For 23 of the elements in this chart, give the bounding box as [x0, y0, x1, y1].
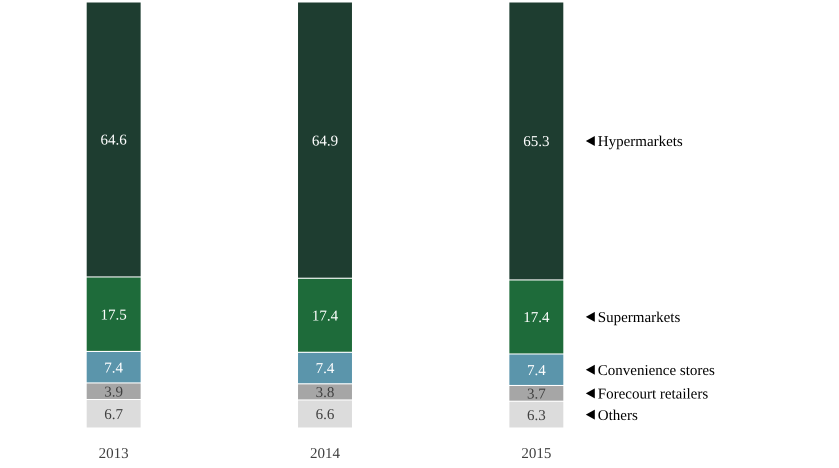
text: Convenience stores [598, 362, 716, 379]
data-label: 3.9 [104, 384, 124, 400]
data-label: 6.3 [526, 408, 546, 424]
data-label: 3.8 [316, 385, 334, 402]
x-tick-label: 2013 [98, 446, 129, 462]
data-label: 7.4 [526, 362, 546, 379]
x-tick-label: 2014 [310, 446, 340, 462]
data-label: 17.5 [100, 307, 127, 324]
text: Forecourt retailers [598, 386, 708, 403]
data-label: 3.7 [526, 386, 546, 403]
text: Hypermarkets [598, 134, 683, 150]
data-label: 65.3 [523, 134, 550, 150]
data-label: 17.4 [523, 310, 550, 326]
data-label: 7.4 [316, 361, 335, 378]
text: Others [598, 408, 638, 424]
data-label: 64.9 [312, 133, 338, 150]
text: Supermarkets [598, 310, 680, 326]
data-label: 6.7 [104, 406, 124, 423]
data-label: 7.4 [104, 360, 124, 376]
data-label: 6.6 [316, 407, 335, 424]
x-tick-label: 2015 [521, 446, 552, 462]
data-label: 64.6 [100, 132, 128, 149]
data-label: 17.4 [312, 308, 339, 324]
